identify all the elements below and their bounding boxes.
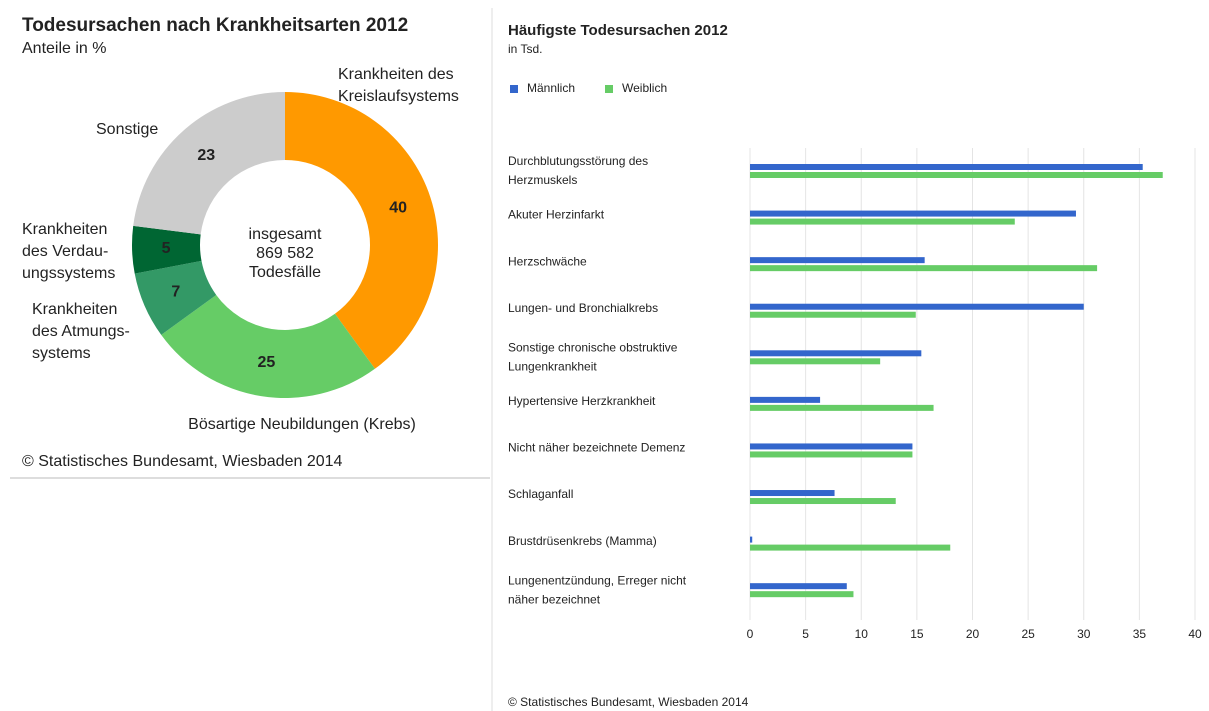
x-tick-label: 40	[1188, 627, 1202, 641]
category-label: Herzschwäche	[508, 254, 587, 268]
category-label: Krankheiten	[32, 301, 117, 318]
category-label: Sonstige chronische obstruktive	[508, 340, 678, 354]
category-label: Akuter Herzinfarkt	[508, 208, 605, 222]
bar-source: © Statistisches Bundesamt, Wiesbaden 201…	[508, 695, 749, 709]
category-label: Krankheiten	[22, 221, 107, 238]
x-tick-label: 15	[910, 627, 924, 641]
category-label: Durchblutungsstörung des	[508, 154, 648, 168]
x-tick-label: 0	[747, 627, 754, 641]
category-label: ungssystems	[22, 265, 115, 282]
x-tick-label: 25	[1021, 627, 1035, 641]
center-text: Todesfälle	[249, 264, 321, 281]
category-label: systems	[32, 345, 91, 362]
bar	[750, 311, 916, 318]
donut-segment	[133, 92, 285, 235]
value-label: 5	[162, 240, 171, 257]
donut-title: Todesursachen nach Krankheitsarten 2012	[22, 15, 408, 36]
bar	[750, 350, 922, 357]
bar	[750, 404, 934, 411]
category-label: Lungenentzündung, Erreger nicht	[508, 573, 687, 587]
x-tick-label: 35	[1133, 627, 1147, 641]
bar-title: Häufigste Todesursachen 2012	[508, 22, 728, 39]
bar	[750, 172, 1163, 178]
category-label: Brustdrüsenkrebs (Mamma)	[508, 534, 657, 548]
donut-segment	[132, 225, 202, 274]
bar	[750, 164, 1143, 170]
legend-swatch	[510, 85, 518, 93]
legend-label: Weiblich	[622, 81, 667, 95]
center-text: 869 582	[256, 245, 314, 262]
category-label: Bösartige Neubildungen (Krebs)	[188, 416, 416, 433]
donut-source: © Statistisches Bundesamt, Wiesbaden 201…	[22, 453, 343, 470]
category-label: Kreislaufsystems	[338, 88, 459, 105]
donut-subtitle: Anteile in %	[22, 40, 107, 57]
legend-label: Männlich	[527, 81, 575, 95]
bar	[750, 536, 753, 543]
category-label: Sonstige	[96, 121, 158, 138]
legend-swatch	[605, 85, 613, 93]
value-label: 25	[257, 354, 275, 371]
donut-segment	[161, 294, 375, 398]
category-label: Hypertensive Herzkrankheit	[508, 394, 656, 408]
bar	[750, 544, 951, 551]
category-label: Schlaganfall	[508, 487, 573, 501]
donut-segment	[134, 260, 217, 335]
value-label: 40	[389, 199, 407, 216]
x-tick-label: 30	[1077, 627, 1091, 641]
value-label: 7	[171, 283, 180, 300]
category-label: Lungen- und Bronchialkrebs	[508, 301, 658, 315]
category-label: Krankheiten des	[338, 66, 454, 83]
bar	[750, 451, 913, 458]
donut-segment	[285, 92, 439, 369]
bar	[750, 303, 1084, 310]
bar	[750, 591, 854, 598]
bar-subtitle: in Tsd.	[508, 42, 542, 56]
bar	[750, 490, 835, 497]
category-label: des Verdau-	[22, 243, 108, 260]
bar	[750, 443, 913, 450]
center-text: insgesamt	[249, 226, 322, 243]
category-label: Nicht näher bezeichnete Demenz	[508, 441, 685, 455]
bar	[750, 265, 1098, 272]
bar	[750, 396, 821, 403]
category-label: Lungenkrankheit	[508, 359, 597, 373]
category-label: näher bezeichnet	[508, 592, 601, 606]
x-tick-label: 10	[855, 627, 869, 641]
bar	[750, 498, 896, 505]
category-label: Herzmuskels	[508, 173, 577, 187]
bar	[750, 257, 925, 264]
bar	[750, 358, 881, 365]
x-tick-label: 5	[802, 627, 809, 641]
category-label: des Atmungs-	[32, 323, 130, 340]
value-label: 23	[197, 147, 215, 164]
bar	[750, 583, 847, 590]
bar	[750, 218, 1015, 225]
bar	[750, 210, 1076, 217]
x-tick-label: 20	[966, 627, 980, 641]
